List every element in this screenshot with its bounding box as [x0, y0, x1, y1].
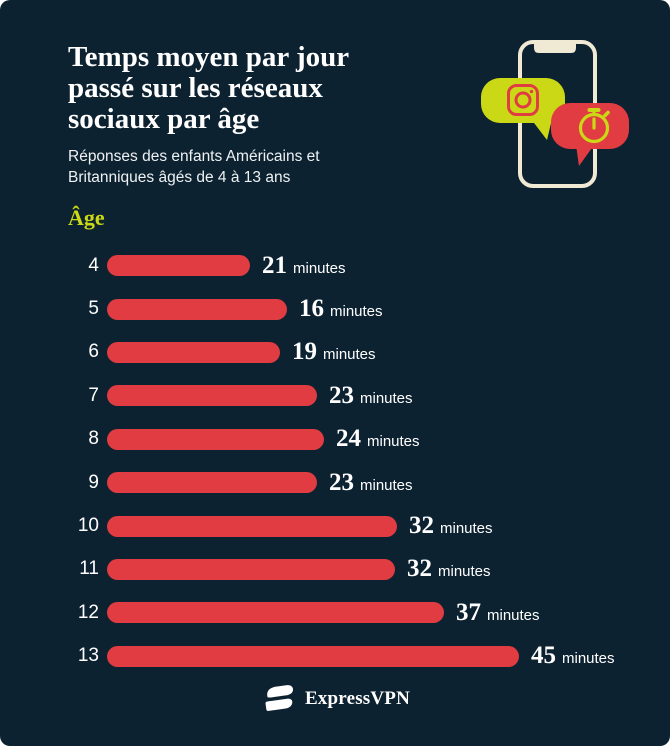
value-unit: minutes: [360, 476, 413, 494]
value-group: 21 minutes: [262, 252, 346, 280]
title-line-2: passé sur les réseaux: [68, 72, 323, 104]
bar: [107, 298, 287, 320]
bar: [107, 558, 395, 580]
value-number: 23: [329, 381, 354, 409]
bar-row: 8 24 minutes: [64, 418, 615, 461]
value-number: 21: [262, 251, 287, 279]
age-label: 11: [79, 558, 99, 580]
value-unit: minutes: [293, 259, 346, 277]
value-group: 32 minutes: [407, 555, 491, 583]
bar-row: 9 23 minutes: [64, 461, 615, 504]
age-label: 5: [88, 298, 99, 320]
bar: [107, 385, 317, 407]
value-number: 16: [299, 295, 324, 323]
age-label: 6: [88, 341, 99, 363]
axis-label-age: Âge: [68, 205, 105, 230]
value-group: 23 minutes: [329, 469, 413, 497]
bar-row: 5 16 minutes: [64, 287, 615, 330]
instagram-icon: [507, 84, 539, 116]
page-subtitle: Réponses des enfants Américains et Brita…: [68, 146, 320, 188]
value-unit: minutes: [440, 520, 493, 538]
bar: [107, 645, 519, 667]
bar: [107, 341, 280, 363]
bar-row: 11 32 minutes: [64, 548, 615, 591]
bar-row: 7 23 minutes: [64, 374, 615, 417]
value-group: 37 minutes: [456, 599, 540, 627]
age-label: 7: [88, 384, 99, 406]
value-number: 32: [409, 512, 434, 540]
speech-bubble-red: [551, 103, 629, 166]
bar: [107, 515, 397, 537]
value-group: 24 minutes: [336, 425, 420, 453]
bar-row: 12 37 minutes: [64, 591, 615, 634]
value-group: 32 minutes: [409, 512, 493, 540]
bar-row: 13 45 minutes: [64, 635, 615, 678]
value-number: 19: [292, 338, 317, 366]
value-unit: minutes: [330, 303, 383, 321]
title-line-3: sociaux par âge: [68, 103, 260, 135]
subtitle-line-1: Réponses des enfants Américains et: [68, 148, 320, 165]
value-group: 45 minutes: [531, 642, 615, 670]
age-label: 10: [77, 515, 99, 537]
value-group: 23 minutes: [329, 382, 413, 410]
bar-row: 10 32 minutes: [64, 504, 615, 547]
value-group: 19 minutes: [292, 338, 376, 366]
bar: [107, 602, 444, 624]
value-number: 37: [456, 598, 481, 626]
bar-row: 4 21 minutes: [64, 244, 615, 287]
value-unit: minutes: [367, 433, 420, 451]
value-unit: minutes: [323, 346, 376, 364]
age-label: 9: [88, 471, 99, 493]
brand-name: ExpressVPN: [304, 688, 411, 709]
bar: [107, 428, 324, 450]
value-unit: minutes: [360, 389, 413, 407]
value-number: 45: [531, 642, 556, 670]
footer-brand: ExpressVPN: [0, 684, 670, 714]
bar-row: 6 19 minutes: [64, 331, 615, 374]
phone-illustration: [481, 40, 629, 188]
page-title: Temps moyen par jour passé sur les résea…: [68, 42, 349, 135]
age-label: 4: [88, 254, 99, 276]
value-unit: minutes: [438, 563, 491, 581]
value-unit: minutes: [487, 606, 540, 624]
age-label: 13: [77, 645, 99, 667]
value-group: 16 minutes: [299, 295, 383, 323]
bar-rows: 4 21 minutes 5 16 minutes 6 19 minutes 7: [64, 244, 615, 678]
value-unit: minutes: [562, 650, 615, 668]
value-number: 24: [336, 425, 361, 453]
value-number: 32: [407, 555, 432, 583]
speech-bubble-green: [481, 78, 565, 140]
value-number: 23: [329, 468, 354, 496]
subtitle-line-2: Britanniques âgés de 4 à 13 ans: [68, 169, 291, 186]
bar: [107, 472, 317, 494]
stopwatch-icon: [578, 108, 610, 144]
expressvpn-logo-icon: [265, 685, 293, 711]
age-label: 8: [88, 428, 99, 450]
bar: [107, 255, 250, 277]
age-label: 12: [77, 601, 99, 623]
title-line-1: Temps moyen par jour: [68, 41, 350, 73]
